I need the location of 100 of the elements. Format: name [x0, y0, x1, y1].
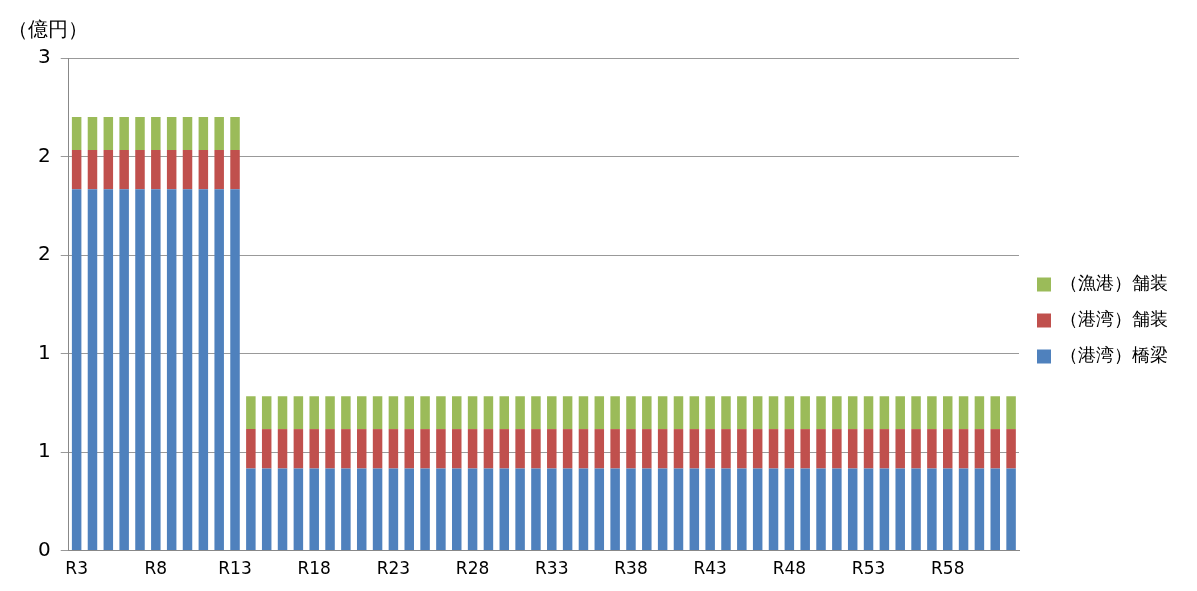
bar	[436, 468, 446, 551]
bar	[768, 468, 779, 551]
bar	[119, 149, 129, 190]
bar	[261, 468, 272, 551]
bar	[182, 189, 193, 551]
bar	[642, 396, 652, 430]
legend-label: （漁港）舗装	[1060, 272, 1168, 294]
bar	[214, 189, 224, 551]
bar	[420, 396, 430, 430]
x-tick-label: R13	[218, 558, 252, 579]
bar	[467, 429, 478, 469]
bar	[71, 189, 82, 551]
bar	[942, 429, 953, 469]
bar	[277, 468, 288, 551]
bar	[847, 468, 858, 551]
bar	[436, 429, 446, 469]
x-tick-label: R28	[455, 558, 490, 579]
bar	[531, 429, 541, 469]
bar	[483, 396, 494, 430]
bar	[626, 468, 636, 551]
bar	[721, 468, 731, 551]
bar	[642, 429, 652, 469]
legend-label: （港湾）舗装	[1060, 308, 1168, 330]
bar	[293, 468, 304, 551]
bar	[420, 429, 430, 469]
bar	[752, 468, 763, 551]
bar	[309, 396, 319, 430]
bar	[452, 396, 462, 430]
bar	[388, 468, 399, 551]
bar	[404, 468, 414, 551]
bar	[325, 429, 335, 469]
legend-label: （港湾）橋梁	[1060, 344, 1168, 366]
bar	[483, 468, 494, 551]
bar	[87, 189, 98, 551]
bar	[372, 429, 383, 469]
bar	[705, 429, 715, 469]
bar	[277, 429, 288, 469]
bar	[752, 396, 763, 430]
bar	[87, 117, 98, 150]
bar	[863, 429, 874, 469]
bar	[1006, 396, 1016, 430]
bar	[515, 468, 525, 551]
bar	[119, 189, 129, 551]
bar	[673, 429, 684, 469]
bar	[578, 396, 589, 430]
bar	[341, 468, 351, 551]
x-tick-label: R8	[144, 558, 168, 579]
bar	[657, 468, 668, 551]
bar	[800, 429, 810, 469]
bar	[71, 117, 82, 150]
bar	[562, 396, 573, 430]
bar	[293, 396, 304, 430]
bar	[547, 429, 557, 469]
bar	[1006, 429, 1016, 469]
bar	[230, 117, 240, 150]
bar	[531, 396, 541, 430]
bar	[182, 149, 193, 190]
bar	[610, 396, 620, 430]
bar	[895, 468, 905, 551]
y-tick-label: 1	[37, 438, 51, 463]
bar	[151, 149, 161, 190]
bar	[721, 396, 731, 430]
bar	[166, 117, 177, 150]
bar	[974, 429, 985, 469]
bar	[182, 117, 193, 150]
bar	[642, 468, 652, 551]
bar	[404, 396, 414, 430]
bar	[673, 396, 684, 430]
bar	[277, 396, 288, 430]
bar	[768, 429, 779, 469]
y-tick-label: 0	[37, 536, 51, 561]
bar	[467, 468, 478, 551]
bar	[372, 396, 383, 430]
x-tick-label: R58	[931, 558, 965, 579]
bar	[356, 396, 367, 430]
bar	[879, 468, 890, 551]
bar	[879, 396, 890, 430]
bar	[246, 468, 256, 551]
x-tick-label: R33	[535, 558, 569, 579]
bar	[499, 396, 510, 430]
bar	[911, 429, 921, 469]
bar	[832, 429, 842, 469]
bar	[261, 429, 272, 469]
bar	[990, 429, 1000, 469]
bar	[151, 117, 161, 150]
y-tick-label: 2	[37, 142, 51, 167]
bar	[198, 149, 209, 190]
bar	[166, 149, 177, 190]
x-tick-label: R53	[851, 558, 886, 579]
bar	[816, 468, 826, 551]
bar	[388, 429, 399, 469]
bar	[166, 189, 177, 551]
bar	[800, 468, 810, 551]
bar	[483, 429, 494, 469]
bar	[657, 429, 668, 469]
bar	[404, 429, 414, 469]
bar	[990, 468, 1000, 551]
bar	[214, 117, 224, 150]
bar	[927, 468, 937, 551]
bar	[198, 189, 209, 551]
